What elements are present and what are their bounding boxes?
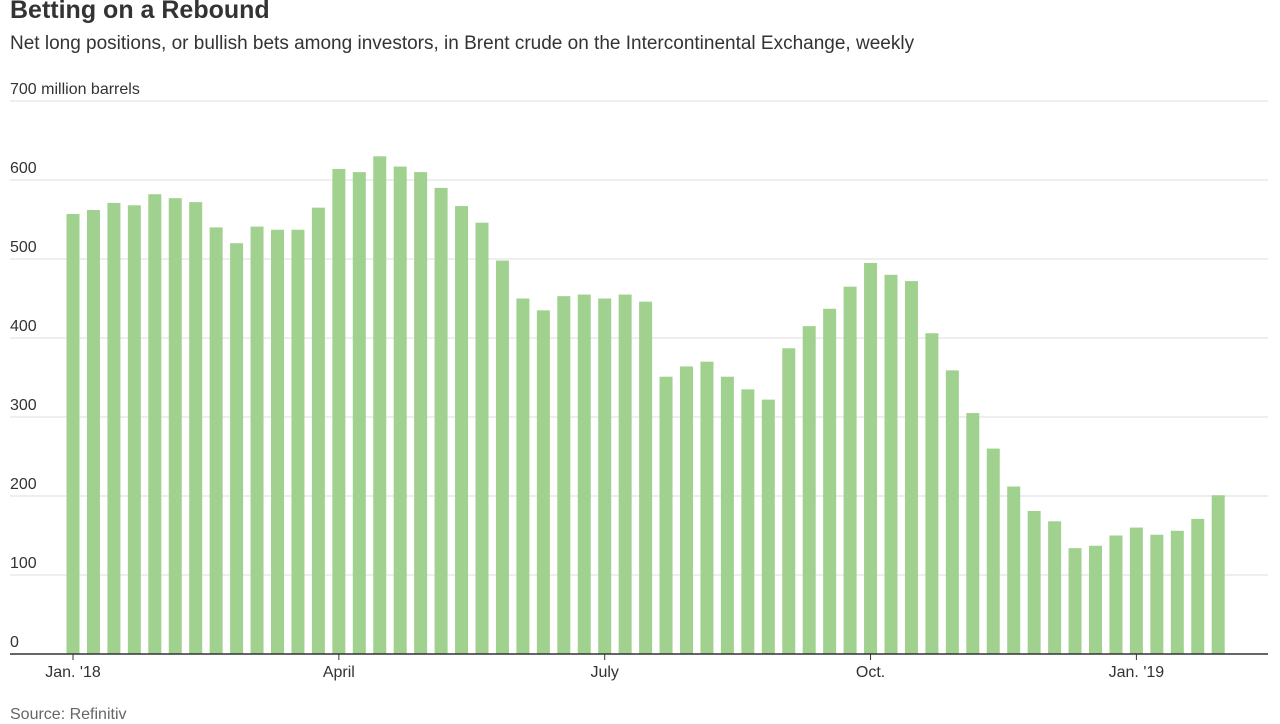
bar-week-28	[618, 294, 632, 654]
bar-week-44	[945, 370, 959, 654]
x-tick-label: April	[323, 664, 355, 681]
y-tick-label: 400	[10, 318, 37, 335]
bar-week-57	[1211, 495, 1225, 654]
bar-week-49	[1048, 521, 1062, 654]
x-tick-label: Jan. '19	[1109, 664, 1165, 681]
bar-week-55	[1170, 530, 1184, 654]
bar-week-56	[1191, 518, 1205, 654]
y-tick-label: 300	[10, 397, 37, 414]
bar-week-7	[189, 202, 203, 654]
bar-week-25	[557, 296, 571, 654]
bar-week-5	[148, 194, 162, 654]
bar-week-16	[373, 156, 387, 655]
bar-week-6	[168, 198, 182, 655]
bar-week-36	[782, 348, 796, 654]
bar-week-24	[536, 310, 550, 654]
bar-week-52	[1109, 535, 1123, 654]
bar-week-4	[127, 205, 141, 654]
y-tick-label: 0	[10, 634, 19, 651]
bar-week-1	[66, 213, 80, 654]
x-tick-label: Jan. '18	[45, 664, 101, 681]
bar-week-13	[311, 207, 325, 654]
y-tick-label: 200	[10, 476, 37, 493]
bar-week-17	[393, 166, 407, 654]
y-tick-label: 500	[10, 239, 37, 256]
chart-subtitle: Net long positions, or bullish bets amon…	[10, 33, 915, 54]
bar-week-47	[1007, 486, 1021, 654]
bar-week-18	[414, 172, 428, 654]
bar-week-50	[1068, 548, 1082, 654]
bar-week-21	[475, 222, 489, 654]
axis-layer	[10, 653, 1268, 660]
bar-week-31	[680, 366, 693, 654]
bar-week-9	[230, 243, 244, 654]
bar-week-30	[659, 376, 673, 654]
bar-week-26	[577, 294, 591, 654]
bar-week-48	[1027, 511, 1041, 654]
bar-week-12	[291, 229, 305, 654]
bar-week-33	[720, 376, 734, 654]
bar-week-42	[904, 281, 918, 654]
source-note: Source: Refinitiv	[10, 706, 127, 723]
bar-week-10	[250, 226, 264, 655]
bar-week-46	[986, 448, 1000, 654]
bar-week-22	[495, 260, 509, 654]
bar-week-3	[107, 202, 121, 654]
y-tick-label: 700 million barrels	[10, 81, 140, 98]
bar-week-53	[1129, 527, 1143, 654]
label-layer: 700 million barrels 600 500 400 300 200 100 0 Ja…	[10, 81, 1164, 681]
bar-week-51	[1089, 545, 1102, 654]
x-tick-label: July	[590, 664, 618, 681]
bar-week-35	[761, 399, 775, 654]
bar-week-45	[966, 413, 980, 654]
bar-week-40	[864, 262, 878, 654]
bar-week-2	[86, 210, 100, 654]
bar-week-20	[455, 206, 469, 654]
chart-title: Betting on a Rebound	[10, 0, 270, 24]
bar-week-29	[639, 301, 653, 654]
bar-week-15	[352, 172, 366, 654]
y-tick-label: 100	[10, 555, 37, 572]
bar-week-34	[741, 389, 755, 654]
bar-week-54	[1150, 534, 1164, 654]
bar-week-11	[271, 229, 284, 654]
bar-layer	[66, 156, 1225, 655]
bar-week-8	[209, 227, 223, 654]
bar-week-43	[925, 333, 939, 654]
bar-week-14	[332, 168, 346, 654]
bar-week-38	[823, 308, 837, 654]
bar-week-19	[434, 187, 448, 654]
bar-week-41	[884, 274, 898, 654]
x-tick-label: Oct.	[856, 664, 885, 681]
bar-week-23	[516, 298, 530, 654]
bar-week-27	[598, 298, 612, 654]
bar-week-37	[802, 326, 816, 654]
bar-week-39	[843, 286, 857, 654]
bar-week-32	[700, 361, 714, 654]
y-tick-label: 600	[10, 160, 37, 177]
